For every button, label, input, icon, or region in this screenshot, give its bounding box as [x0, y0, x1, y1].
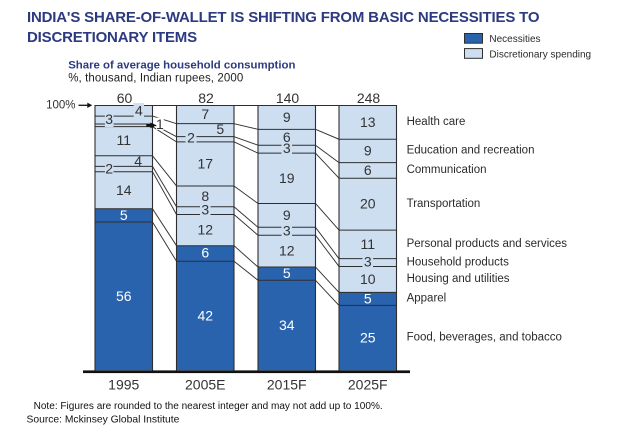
svg-text:248: 248 [357, 90, 381, 106]
svg-text:5: 5 [216, 121, 224, 137]
svg-text:11: 11 [360, 236, 375, 252]
svg-text:10: 10 [360, 271, 376, 287]
svg-text:7: 7 [201, 106, 209, 122]
svg-text:3: 3 [364, 254, 372, 270]
svg-text:Apparel: Apparel [407, 293, 447, 305]
svg-text:12: 12 [279, 243, 295, 259]
svg-text:Necessities: Necessities [489, 34, 540, 45]
svg-text:9: 9 [364, 142, 372, 158]
svg-text:DISCRETIONARY ITEMS: DISCRETIONARY ITEMS [27, 29, 197, 46]
svg-text:4: 4 [134, 153, 142, 169]
svg-text:5: 5 [120, 207, 128, 223]
svg-text:13: 13 [360, 114, 376, 130]
svg-text:25: 25 [360, 329, 376, 345]
svg-text:4: 4 [135, 103, 143, 119]
svg-text:12: 12 [197, 222, 213, 238]
svg-text:Source: Mckinsey Global Instit: Source: Mckinsey Global Institute [27, 414, 180, 425]
svg-text:Education and recreation: Education and recreation [407, 145, 535, 157]
svg-text:20: 20 [360, 196, 376, 212]
svg-text:2: 2 [105, 160, 113, 176]
svg-text:140: 140 [276, 90, 300, 106]
svg-text:Transportation: Transportation [407, 198, 481, 210]
svg-text:9: 9 [283, 207, 291, 223]
svg-text:Housing and utilities: Housing and utilities [407, 273, 510, 285]
svg-text:INDIA'S SHARE-OF-WALLET IS SHI: INDIA'S SHARE-OF-WALLET IS SHIFTING FROM… [27, 9, 540, 26]
svg-text:11: 11 [116, 132, 131, 148]
svg-text:Note: Figures are rounded to t: Note: Figures are rounded to the nearest… [34, 401, 383, 412]
svg-text:19: 19 [279, 170, 295, 186]
svg-text:3: 3 [283, 222, 291, 238]
svg-text:1995: 1995 [108, 377, 139, 393]
svg-text:6: 6 [201, 244, 209, 260]
svg-text:2005E: 2005E [185, 377, 225, 393]
svg-text:Discretionary spending: Discretionary spending [489, 49, 591, 60]
svg-text:56: 56 [116, 288, 132, 304]
svg-text:3: 3 [105, 111, 113, 127]
svg-text:3: 3 [201, 202, 209, 218]
svg-text:2025F: 2025F [348, 377, 388, 393]
svg-text:3: 3 [283, 140, 291, 156]
svg-text:6: 6 [283, 129, 291, 145]
svg-text:1: 1 [156, 116, 164, 132]
svg-text:2015F: 2015F [267, 377, 307, 393]
svg-text:Household products: Household products [407, 256, 510, 268]
svg-text:17: 17 [197, 155, 213, 171]
svg-text:100%: 100% [46, 100, 75, 112]
svg-text:Food, beverages, and tobacco: Food, beverages, and tobacco [407, 332, 562, 344]
svg-text:9: 9 [283, 109, 291, 125]
svg-text:42: 42 [197, 308, 213, 324]
svg-text:2: 2 [187, 130, 195, 146]
svg-text:60: 60 [117, 90, 133, 106]
svg-text:Personal products and services: Personal products and services [407, 238, 568, 250]
svg-text:34: 34 [279, 317, 295, 333]
svg-text:6: 6 [364, 162, 372, 178]
svg-text:5: 5 [364, 290, 372, 306]
svg-text:5: 5 [283, 265, 291, 281]
svg-text:%, thousand, Indian rupees, 20: %, thousand, Indian rupees, 2000 [68, 73, 243, 85]
svg-text:8: 8 [201, 188, 209, 204]
svg-text:82: 82 [198, 90, 214, 106]
svg-text:Communication: Communication [407, 164, 487, 176]
svg-text:Share of average household con: Share of average household consumption [68, 59, 295, 71]
svg-text:14: 14 [116, 182, 132, 198]
svg-text:Health care: Health care [407, 116, 466, 128]
